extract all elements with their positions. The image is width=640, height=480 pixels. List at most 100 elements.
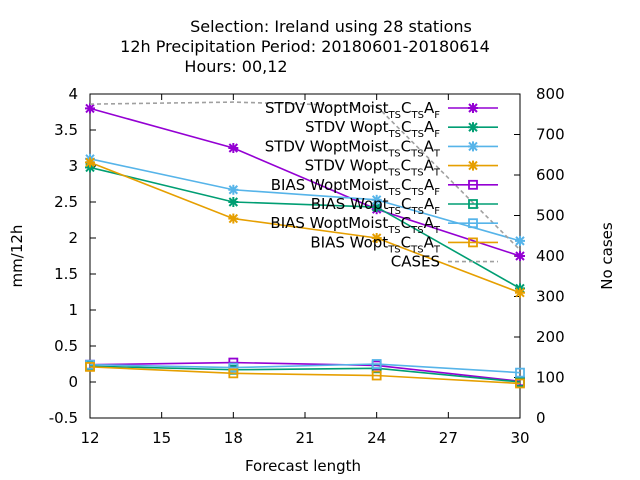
axes: 12 15 18 21 24 27 30 -0.5 0 0.5 1 1.5 2 2.5 3 3.5 4 0 100 2… [49, 85, 565, 447]
legend-marker [468, 141, 478, 152]
legend-marker [468, 218, 478, 229]
legend-subscript: F [434, 129, 440, 140]
series-line [89, 363, 521, 374]
legend-label-main: BIAS Wopt [311, 195, 389, 213]
y-axis-label: mm/12h [8, 225, 26, 288]
data-point [228, 197, 239, 207]
legend-label-tail: A [424, 99, 435, 117]
y2-axis-label: No cases [598, 222, 616, 290]
y-tick-label: 2.5 [54, 193, 78, 211]
legend-label-main: BIAS WoptMoist [270, 214, 388, 232]
y-tick-label: -0.5 [49, 409, 78, 427]
y2-tick-label: 600 [536, 166, 565, 184]
series-line [89, 101, 521, 251]
legend-subscript: TS [387, 168, 400, 179]
legend-subscript: TS [410, 225, 423, 236]
series-0 [85, 103, 525, 261]
legend-subscript: T [433, 168, 441, 179]
legend-label: STDV WoptTSCTSAT [305, 157, 441, 179]
legend-label-tail: A [424, 176, 435, 194]
y2-tick-label: 300 [536, 288, 565, 306]
legend-subscript: TS [411, 187, 424, 198]
legend-label-main: CASES [391, 253, 440, 271]
x-tick-label: 30 [510, 429, 529, 447]
legend-label: STDV WoptMoistTSCTSAF [265, 99, 440, 121]
legend-marker [468, 237, 478, 248]
legend-entry: CASES [391, 253, 498, 271]
legend-label-tail: A [424, 157, 435, 175]
series-line [89, 366, 521, 385]
chart-title-line-3: Hours: 00,12 [184, 57, 287, 76]
legend-subscript: T [433, 148, 441, 159]
series-line [89, 365, 521, 383]
y2-tick-label: 500 [536, 207, 565, 225]
legend-marker [468, 179, 478, 190]
legend-label-mid: C [401, 233, 411, 251]
legend-entry: STDV WoptMoistTSCTSAT [265, 137, 498, 159]
legend-label-main: STDV WoptMoist [265, 99, 389, 117]
series-line [89, 107, 521, 257]
legend-entry: STDV WoptTSCTSAF [305, 118, 498, 140]
legend-label-mid: C [401, 176, 411, 194]
data-point [85, 361, 95, 372]
legend-subscript: TS [388, 110, 401, 121]
legend-label: BIAS WoptMoistTSCTSAT [270, 214, 440, 236]
data-point [371, 233, 382, 243]
legend-label-main: STDV Wopt [305, 118, 389, 136]
legend-label-tail: A [424, 233, 435, 251]
legend-subscript: TS [387, 148, 400, 159]
x-tick-label: 21 [295, 429, 314, 447]
legend-marker [468, 122, 478, 133]
data-point [515, 378, 525, 389]
data-point [228, 213, 239, 224]
legend-subscript: T [433, 225, 441, 236]
legend-label: STDV WoptTSCTSAF [305, 118, 440, 140]
data-point [228, 362, 239, 373]
data-point [515, 287, 525, 298]
series-line [89, 161, 521, 294]
data-point [515, 251, 525, 261]
legend-subscript: TS [387, 225, 400, 236]
legend-entry: BIAS WoptMoistTSCTSAF [271, 176, 498, 198]
legend-label: BIAS WoptTSCTSAT [310, 233, 441, 255]
legend-label-main: BIAS Wopt [310, 233, 388, 251]
y-tick-label: 0.5 [54, 337, 78, 355]
data-point [371, 359, 382, 369]
y-tick-label: 4 [68, 85, 78, 103]
y2-tick-label: 0 [536, 409, 546, 427]
legend-label-mid: C [401, 195, 411, 213]
legend-label: CASES [391, 253, 440, 271]
legend-label-tail: A [424, 214, 435, 232]
legend-subscript: F [434, 187, 440, 198]
data-point [515, 235, 525, 246]
data-point [228, 368, 239, 379]
legend-entry: STDV WoptMoistTSCTSAF [265, 99, 498, 121]
chart-title: Selection: Ireland using 28 stations 12h… [120, 17, 490, 76]
x-tick-label: 27 [439, 429, 458, 447]
y-tick-label: 0 [68, 373, 78, 391]
y2-tick-label: 200 [536, 328, 565, 346]
chart-title-line-1: Selection: Ireland using 28 stations [190, 17, 472, 36]
data-point [515, 367, 525, 378]
series-2 [85, 153, 525, 246]
y2-tick-label: 100 [536, 369, 565, 387]
y-tick-label: 3.5 [54, 121, 78, 139]
y-tick-label: 3 [68, 157, 78, 175]
data-point [371, 202, 382, 213]
legend-label-tail: A [424, 118, 435, 136]
legend-label-mid: C [401, 137, 411, 155]
legend-label-tail: A [424, 195, 435, 213]
y-tick-label: 2 [68, 229, 78, 247]
y-tick-label: 1.5 [54, 265, 78, 283]
data-point [85, 157, 95, 168]
legend-marker [468, 160, 478, 171]
legend-subscript: F [434, 206, 440, 217]
legend-label-mid: C [401, 214, 411, 232]
legend-subscript: T [433, 244, 441, 255]
legend-subscript: F [434, 110, 440, 121]
series-7 [85, 361, 525, 389]
legend-label-tail: A [424, 137, 435, 155]
x-axis-label: Forecast length [245, 457, 361, 475]
